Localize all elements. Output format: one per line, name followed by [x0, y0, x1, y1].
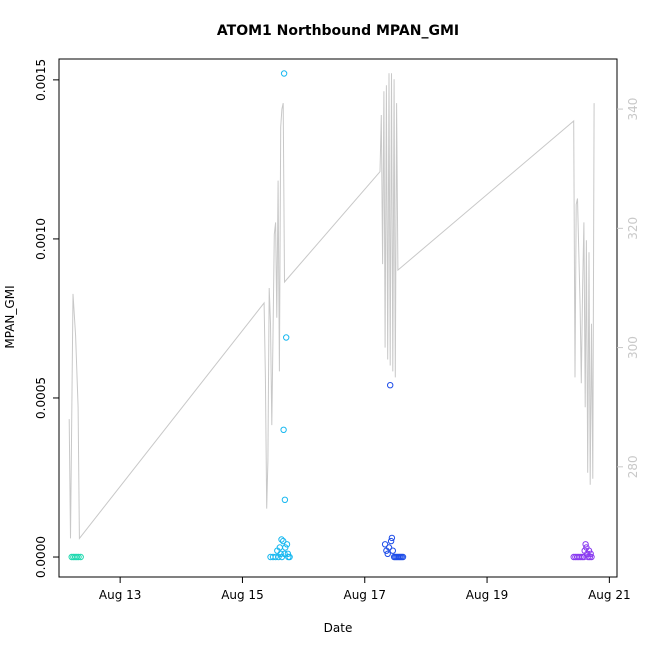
- scatter-point: [282, 544, 289, 551]
- scatter-point: [582, 541, 589, 548]
- scatter-point: [384, 550, 391, 557]
- scatter-point: [278, 536, 285, 543]
- scatter-point: [385, 544, 393, 551]
- scatter-point: [389, 547, 396, 554]
- scatter-point: [399, 553, 407, 561]
- y-axis-right: 280 300 320 340: [617, 98, 640, 478]
- y-right-tick-label: 300: [626, 336, 640, 359]
- y-left-tick-label: 0.0000: [34, 536, 48, 578]
- scatter-point: [284, 550, 292, 557]
- scatter-point: [286, 553, 293, 561]
- scatter-point: [587, 550, 594, 557]
- y-left-tick-label: 0.0010: [34, 218, 48, 260]
- scatter-point: [281, 550, 288, 557]
- scatter-point: [272, 553, 279, 561]
- y-left-tick-label: 0.0005: [34, 377, 48, 419]
- scatter-point: [388, 534, 396, 542]
- scatter-point: [283, 334, 290, 341]
- scatter-point: [283, 541, 291, 548]
- y-right-tick-label: 340: [626, 98, 640, 121]
- scatter-points-layer: [68, 70, 595, 561]
- x-axis-label: Date: [324, 621, 353, 635]
- scatter-point: [280, 70, 288, 77]
- y-axis-left: 0.0000 0.0005 0.0010 0.0015: [34, 59, 59, 578]
- plot-area-frame: [58, 58, 618, 578]
- x-tick-label: Aug 13: [99, 588, 142, 602]
- line-series-layer: [68, 73, 595, 540]
- chart-title: ATOM1 Northbound MPAN_GMI: [217, 23, 459, 39]
- scatter-point: [381, 541, 389, 548]
- y-left-tick-label: 0.0015: [34, 59, 48, 101]
- line-series: [68, 73, 595, 540]
- scatter-point: [387, 382, 394, 389]
- scatter-point: [77, 553, 84, 561]
- scatter-point: [75, 553, 82, 561]
- scatter-point: [281, 496, 289, 503]
- x-tick-label: Aug 19: [466, 588, 509, 602]
- x-tick-label: Aug 17: [343, 588, 386, 602]
- scatter-point: [280, 426, 287, 433]
- y-axis-label: MPAN_GMI: [3, 285, 17, 348]
- x-tick-label: Aug 21: [588, 588, 631, 602]
- scatter-point: [277, 550, 284, 557]
- x-tick-label: Aug 15: [221, 588, 264, 602]
- y-right-tick-label: 280: [626, 455, 640, 478]
- scatter-point: [585, 547, 593, 554]
- scatter-point: [387, 537, 395, 545]
- x-axis: Aug 13 Aug 15 Aug 17 Aug 19 Aug 21: [99, 577, 631, 602]
- y-right-tick-label: 320: [626, 217, 640, 240]
- scatter-point: [280, 537, 287, 545]
- scatter-point: [588, 553, 595, 561]
